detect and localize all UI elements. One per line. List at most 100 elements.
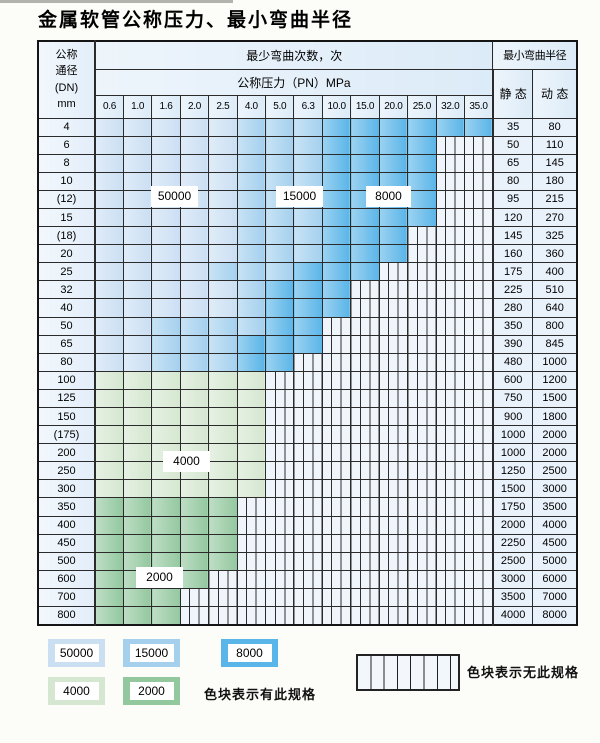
spec-cell	[151, 515, 181, 535]
dynamic-column-header: 动 态	[532, 68, 578, 119]
spec-cell	[151, 587, 181, 608]
spec-cell	[151, 207, 181, 228]
no-spec-cell	[407, 370, 437, 390]
no-spec-cell	[293, 352, 323, 372]
spec-cell	[122, 280, 153, 300]
spec-cell	[321, 117, 352, 137]
dynamic-radius-cell: 1800	[532, 406, 578, 427]
spec-cell	[94, 479, 124, 499]
spec-cell	[208, 135, 238, 155]
no-spec-cell	[407, 443, 437, 463]
no-spec-cell	[293, 425, 323, 445]
spec-cell	[94, 551, 124, 571]
spec-cell	[265, 298, 295, 318]
static-radius-cell: 1000	[491, 443, 534, 463]
dynamic-radius-cell: 2000	[532, 443, 578, 463]
dynamic-radius-cell: 1500	[532, 388, 578, 409]
dn-cell: 10	[37, 171, 96, 191]
spec-cell	[151, 606, 181, 626]
spec-cell	[265, 117, 295, 137]
static-radius-cell: 3500	[491, 587, 534, 608]
no-spec-cell	[293, 388, 323, 409]
spec-cell	[236, 171, 267, 191]
legend-no-spec-swatch	[356, 654, 460, 691]
dn-header-line: mm	[57, 98, 76, 111]
spec-cell	[179, 551, 210, 571]
no-spec-cell	[435, 497, 465, 517]
static-radius-cell: 145	[491, 226, 534, 246]
dn-cell: 40	[37, 298, 96, 318]
spec-cell	[179, 352, 210, 372]
no-spec-cell	[407, 425, 437, 445]
spec-cell	[208, 244, 238, 264]
no-spec-cell	[350, 425, 380, 445]
dn-cell: 100	[37, 370, 96, 390]
no-spec-cell	[350, 587, 380, 608]
spec-cell	[236, 352, 267, 372]
spec-cell	[236, 334, 267, 354]
pressure-column-header: 1.0	[122, 94, 153, 119]
dn-cell: 300	[37, 479, 96, 499]
spec-cell	[407, 153, 437, 173]
spec-cell	[94, 189, 124, 209]
spec-cell	[265, 171, 295, 191]
no-spec-cell	[435, 244, 465, 264]
no-spec-cell	[265, 388, 295, 409]
pressure-column-header: 0.6	[94, 94, 124, 119]
no-spec-cell	[435, 443, 465, 463]
legend-swatch-value: 50000	[54, 644, 99, 662]
spec-cell	[208, 388, 238, 409]
no-spec-cell	[321, 497, 352, 517]
spec-cell	[94, 262, 124, 282]
spec-cell	[321, 280, 352, 300]
no-spec-cell	[378, 425, 409, 445]
spec-cell	[407, 135, 437, 155]
static-radius-cell: 390	[491, 334, 534, 354]
spec-cell	[208, 515, 238, 535]
no-spec-cell	[321, 461, 352, 481]
spec-cell	[94, 135, 124, 155]
spec-cell	[407, 189, 437, 209]
spec-cell	[94, 207, 124, 228]
no-spec-cell	[463, 533, 494, 553]
spec-cell	[179, 153, 210, 173]
no-spec-cell	[463, 479, 494, 499]
spec-cell	[94, 443, 124, 463]
static-radius-cell: 80	[491, 171, 534, 191]
spec-cell	[293, 262, 323, 282]
spec-cell	[236, 388, 267, 409]
dn-cell: 400	[37, 515, 96, 535]
dynamic-radius-cell: 2500	[532, 461, 578, 481]
dynamic-radius-cell: 3000	[532, 479, 578, 499]
legend-swatch-value: 8000	[227, 644, 272, 662]
spec-cell	[208, 298, 238, 318]
spec-cell	[122, 135, 153, 155]
dn-header-line: 通径	[55, 65, 78, 78]
pressure-column-header: 35.0	[463, 94, 494, 119]
spec-cell	[208, 117, 238, 137]
dn-cell: 20	[37, 244, 96, 264]
spec-cell	[179, 244, 210, 264]
spec-cell	[179, 569, 210, 589]
spec-cell	[293, 244, 323, 264]
dn-cell: 125	[37, 388, 96, 409]
no-spec-cell	[463, 352, 494, 372]
spec-cell	[236, 189, 267, 209]
no-spec-cell	[435, 352, 465, 372]
spec-cell	[321, 207, 352, 228]
dn-cell: (175)	[37, 425, 96, 445]
dn-cell: 500	[37, 551, 96, 571]
dn-cell: 350	[37, 497, 96, 517]
static-radius-cell: 1750	[491, 497, 534, 517]
no-spec-cell	[435, 207, 465, 228]
spec-cell	[350, 244, 380, 264]
spec-cell	[179, 207, 210, 228]
spec-cell	[151, 370, 181, 390]
spec-cell	[208, 533, 238, 553]
spec-cell	[378, 226, 409, 246]
static-radius-cell: 480	[491, 352, 534, 372]
no-spec-cell	[463, 226, 494, 246]
spec-cell	[378, 207, 409, 228]
dynamic-radius-cell: 1200	[532, 370, 578, 390]
dn-cell: 80	[37, 352, 96, 372]
